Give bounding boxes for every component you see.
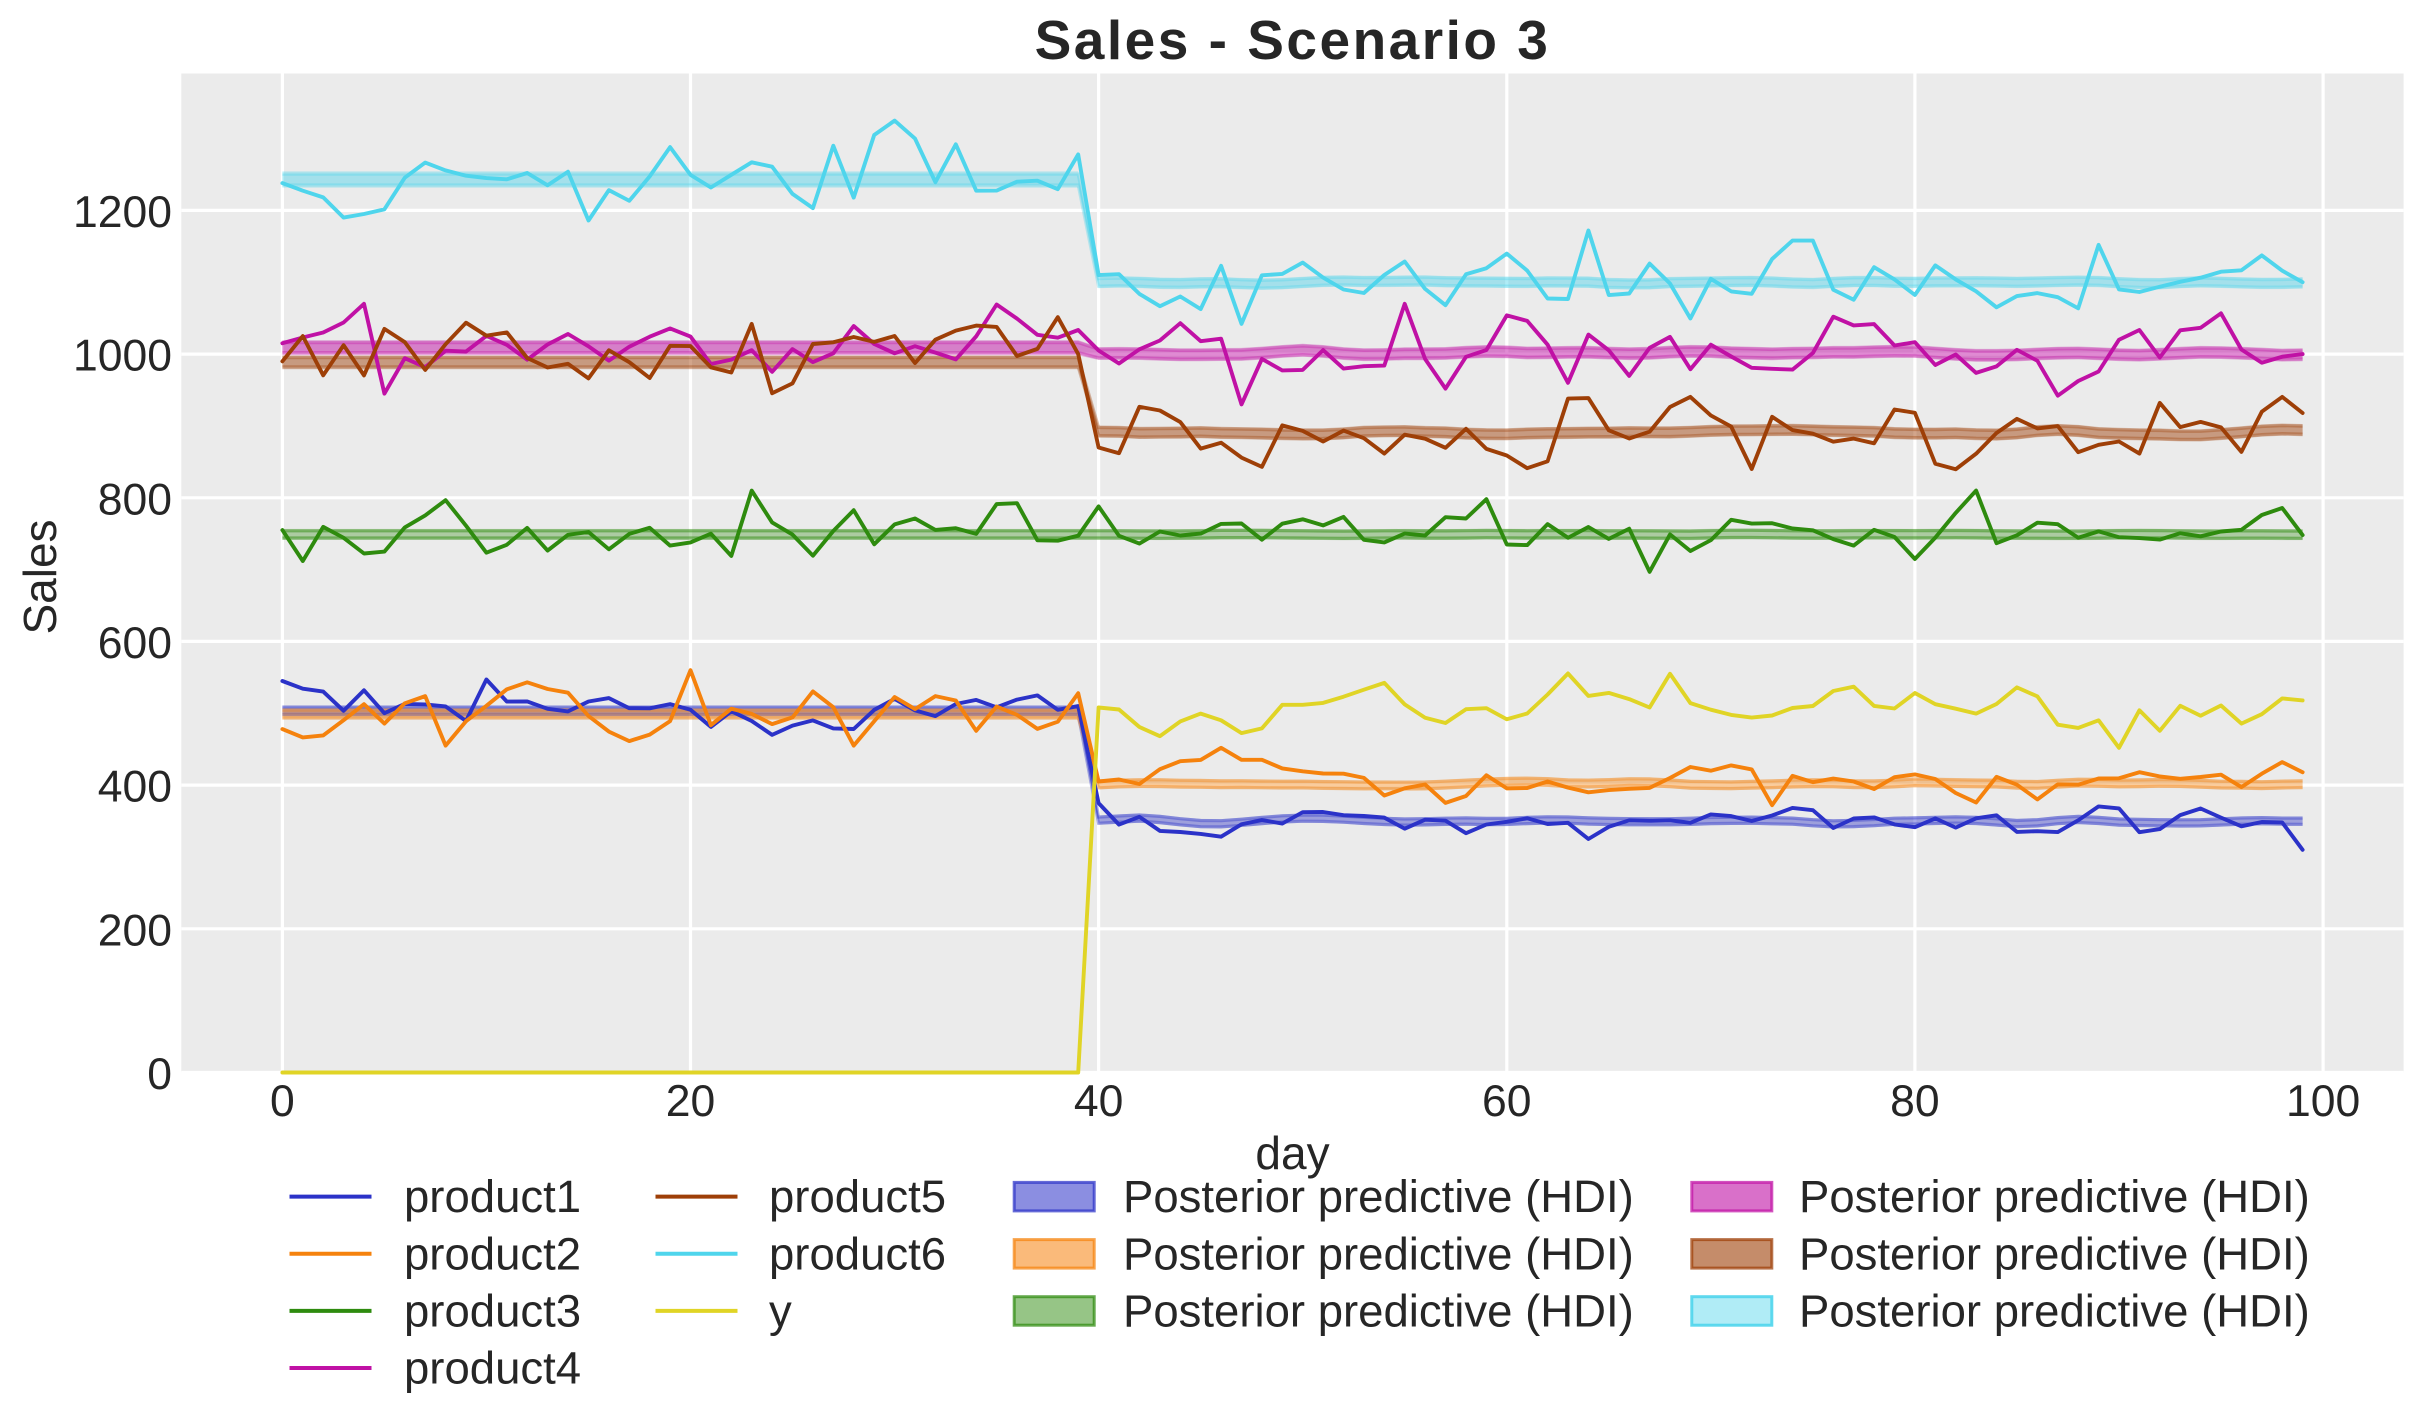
svg-text:product5: product5 [769, 1171, 946, 1222]
svg-text:1000: 1000 [73, 332, 172, 381]
svg-text:40: 40 [1074, 1077, 1124, 1126]
svg-text:product6: product6 [769, 1228, 946, 1279]
svg-text:Posterior predictive (HDI): Posterior predictive (HDI) [1799, 1285, 2310, 1336]
svg-text:0: 0 [270, 1077, 295, 1126]
svg-text:Posterior predictive (HDI): Posterior predictive (HDI) [1123, 1285, 1634, 1336]
svg-text:0: 0 [147, 1050, 172, 1099]
svg-text:100: 100 [2286, 1077, 2360, 1126]
svg-text:product3: product3 [404, 1285, 581, 1336]
svg-text:80: 80 [1890, 1077, 1940, 1126]
svg-text:product1: product1 [404, 1171, 581, 1222]
svg-text:Posterior predictive (HDI): Posterior predictive (HDI) [1123, 1171, 1634, 1222]
svg-text:Posterior predictive (HDI): Posterior predictive (HDI) [1799, 1171, 2310, 1222]
svg-text:y: y [769, 1285, 792, 1336]
svg-text:Posterior predictive (HDI): Posterior predictive (HDI) [1799, 1228, 2310, 1279]
svg-text:Posterior predictive (HDI): Posterior predictive (HDI) [1123, 1228, 1634, 1279]
svg-text:Sales: Sales [14, 519, 66, 634]
svg-text:400: 400 [98, 763, 172, 812]
svg-text:60: 60 [1482, 1077, 1532, 1126]
svg-text:1200: 1200 [73, 188, 172, 237]
svg-text:200: 200 [98, 906, 172, 955]
svg-text:600: 600 [98, 619, 172, 668]
svg-text:product4: product4 [404, 1343, 581, 1394]
svg-text:20: 20 [666, 1077, 716, 1126]
svg-text:product2: product2 [404, 1228, 581, 1279]
svg-text:Sales - Scenario 3: Sales - Scenario 3 [1035, 9, 1551, 71]
svg-text:800: 800 [98, 475, 172, 524]
svg-text:day: day [1255, 1127, 1329, 1179]
